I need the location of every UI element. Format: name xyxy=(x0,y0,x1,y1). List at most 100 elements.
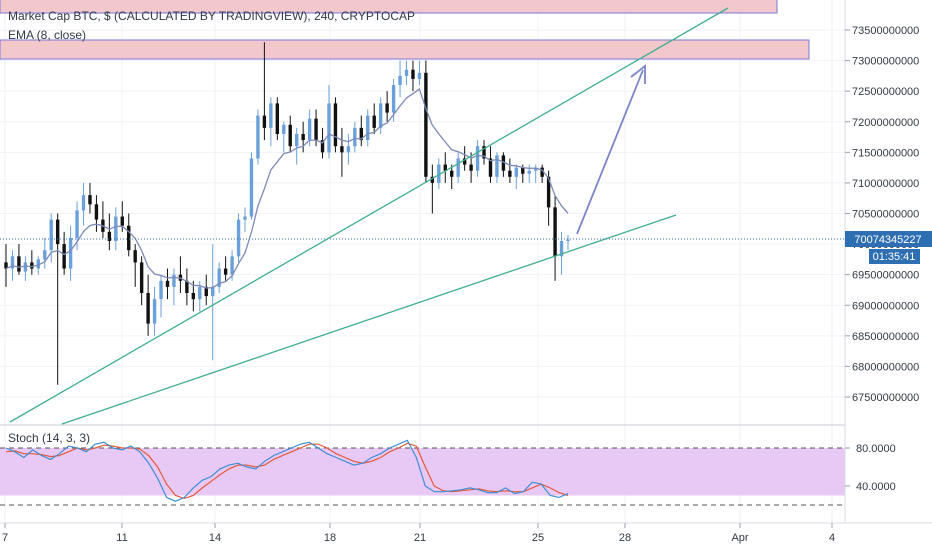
chart-title: Market Cap BTC, $ (CALCULATED BY TRADING… xyxy=(8,9,415,23)
candle-body xyxy=(223,268,228,275)
x-axis: 7 11 14 18 21 25 28 Apr 4 xyxy=(2,523,835,544)
candle-body xyxy=(327,103,331,153)
y-tick-label: 72500000000 xyxy=(852,86,919,98)
candle-body xyxy=(385,103,389,113)
x-tick-label: 21 xyxy=(414,532,426,544)
y-tick-label: 70500000000 xyxy=(852,209,919,221)
candle-body xyxy=(501,155,506,171)
candle-body xyxy=(68,237,73,269)
indicator-label: EMA (8, close) xyxy=(8,28,86,42)
candle-body xyxy=(139,262,144,294)
candle-body xyxy=(30,262,34,269)
candle-body xyxy=(514,167,519,177)
candle-body xyxy=(404,69,409,76)
candle-body xyxy=(482,146,486,159)
candle-body xyxy=(249,158,254,217)
rising-trendline-1[interactable] xyxy=(9,7,729,423)
price-tag: 70074345227 01:35:41 xyxy=(845,231,932,264)
candle-body xyxy=(152,299,157,324)
candle-body xyxy=(172,274,176,287)
candle-body xyxy=(243,216,247,220)
stoch-band xyxy=(0,448,845,496)
candle-body xyxy=(282,124,286,134)
candle-body xyxy=(185,280,189,294)
candle-body xyxy=(75,210,79,238)
candle-body xyxy=(55,219,60,245)
y-tick-label: 69500000000 xyxy=(852,270,919,282)
candle-body xyxy=(450,170,454,177)
candle-body xyxy=(320,140,325,153)
candle-body xyxy=(288,124,292,147)
candle-body xyxy=(159,280,163,300)
candle-body xyxy=(346,146,351,153)
candle-body xyxy=(411,69,415,79)
candle-body xyxy=(559,241,564,257)
candle-body xyxy=(81,195,86,211)
candle-body xyxy=(236,219,241,257)
candle-body xyxy=(378,103,383,128)
candle-body xyxy=(114,216,118,242)
candle-body xyxy=(340,146,344,153)
projection-arrow[interactable] xyxy=(576,64,646,235)
y-tick-label: 69000000000 xyxy=(852,300,919,312)
candle-body xyxy=(443,164,447,171)
candle-body xyxy=(94,204,99,220)
candle-body xyxy=(508,170,512,177)
stoch-label: Stoch (14, 3, 3) xyxy=(8,431,90,445)
y-tick-label: 68000000000 xyxy=(852,361,919,373)
candle-body xyxy=(534,167,538,171)
price-tag-value: 70074345227 xyxy=(854,234,921,246)
candle-body xyxy=(256,115,260,159)
candle-body xyxy=(359,127,363,141)
candle-body xyxy=(307,118,312,141)
x-tick-label: 25 xyxy=(532,532,544,544)
stoch-y-axis: 80.0000 40.0000 xyxy=(845,443,896,493)
candle-body xyxy=(43,250,47,260)
candle-body xyxy=(366,115,370,141)
y-tick-label: 72000000000 xyxy=(852,117,919,129)
price-tag-timer: 01:35:41 xyxy=(873,251,916,263)
candle-body xyxy=(17,256,21,272)
x-tick-label: 4 xyxy=(829,532,835,544)
y-tick-label: 73000000000 xyxy=(852,56,919,68)
candle-body xyxy=(127,225,131,251)
candle-body xyxy=(133,250,137,263)
candle-body xyxy=(553,207,557,257)
candle-body xyxy=(333,103,338,147)
candle-body xyxy=(204,286,208,297)
x-tick-label: 7 xyxy=(2,532,8,544)
candle-body xyxy=(269,103,273,128)
candle-body xyxy=(198,286,202,300)
candle-body xyxy=(495,155,499,177)
y-tick-label: 73500000000 xyxy=(852,25,919,37)
candle-body xyxy=(165,280,170,287)
candle-body xyxy=(107,231,112,242)
candle-body xyxy=(546,176,551,208)
candle-body xyxy=(475,146,480,171)
candle-body xyxy=(211,286,215,297)
candle-body xyxy=(521,167,525,174)
candle-body xyxy=(424,72,428,177)
candle-body xyxy=(314,118,318,141)
ema-line xyxy=(5,88,569,289)
candles xyxy=(4,42,570,385)
candle-body xyxy=(430,176,435,183)
candle-body xyxy=(49,219,53,251)
resistance-zone-upper xyxy=(0,0,778,14)
candle-body xyxy=(462,158,467,165)
candle-body xyxy=(488,158,493,177)
candle-body xyxy=(10,256,15,269)
x-tick-label: 14 xyxy=(209,532,221,544)
candle-body xyxy=(262,115,267,128)
rising-trendline-2[interactable] xyxy=(61,214,677,425)
candle-body xyxy=(62,244,66,269)
y-tick-label: 71000000000 xyxy=(852,178,919,190)
resistance-zone-lower xyxy=(0,39,810,60)
y-tick-label: 67500000000 xyxy=(852,392,919,404)
candle-body xyxy=(88,195,92,205)
stoch-k-line xyxy=(5,439,569,502)
candle-body xyxy=(353,127,357,147)
candle-body xyxy=(275,103,280,134)
